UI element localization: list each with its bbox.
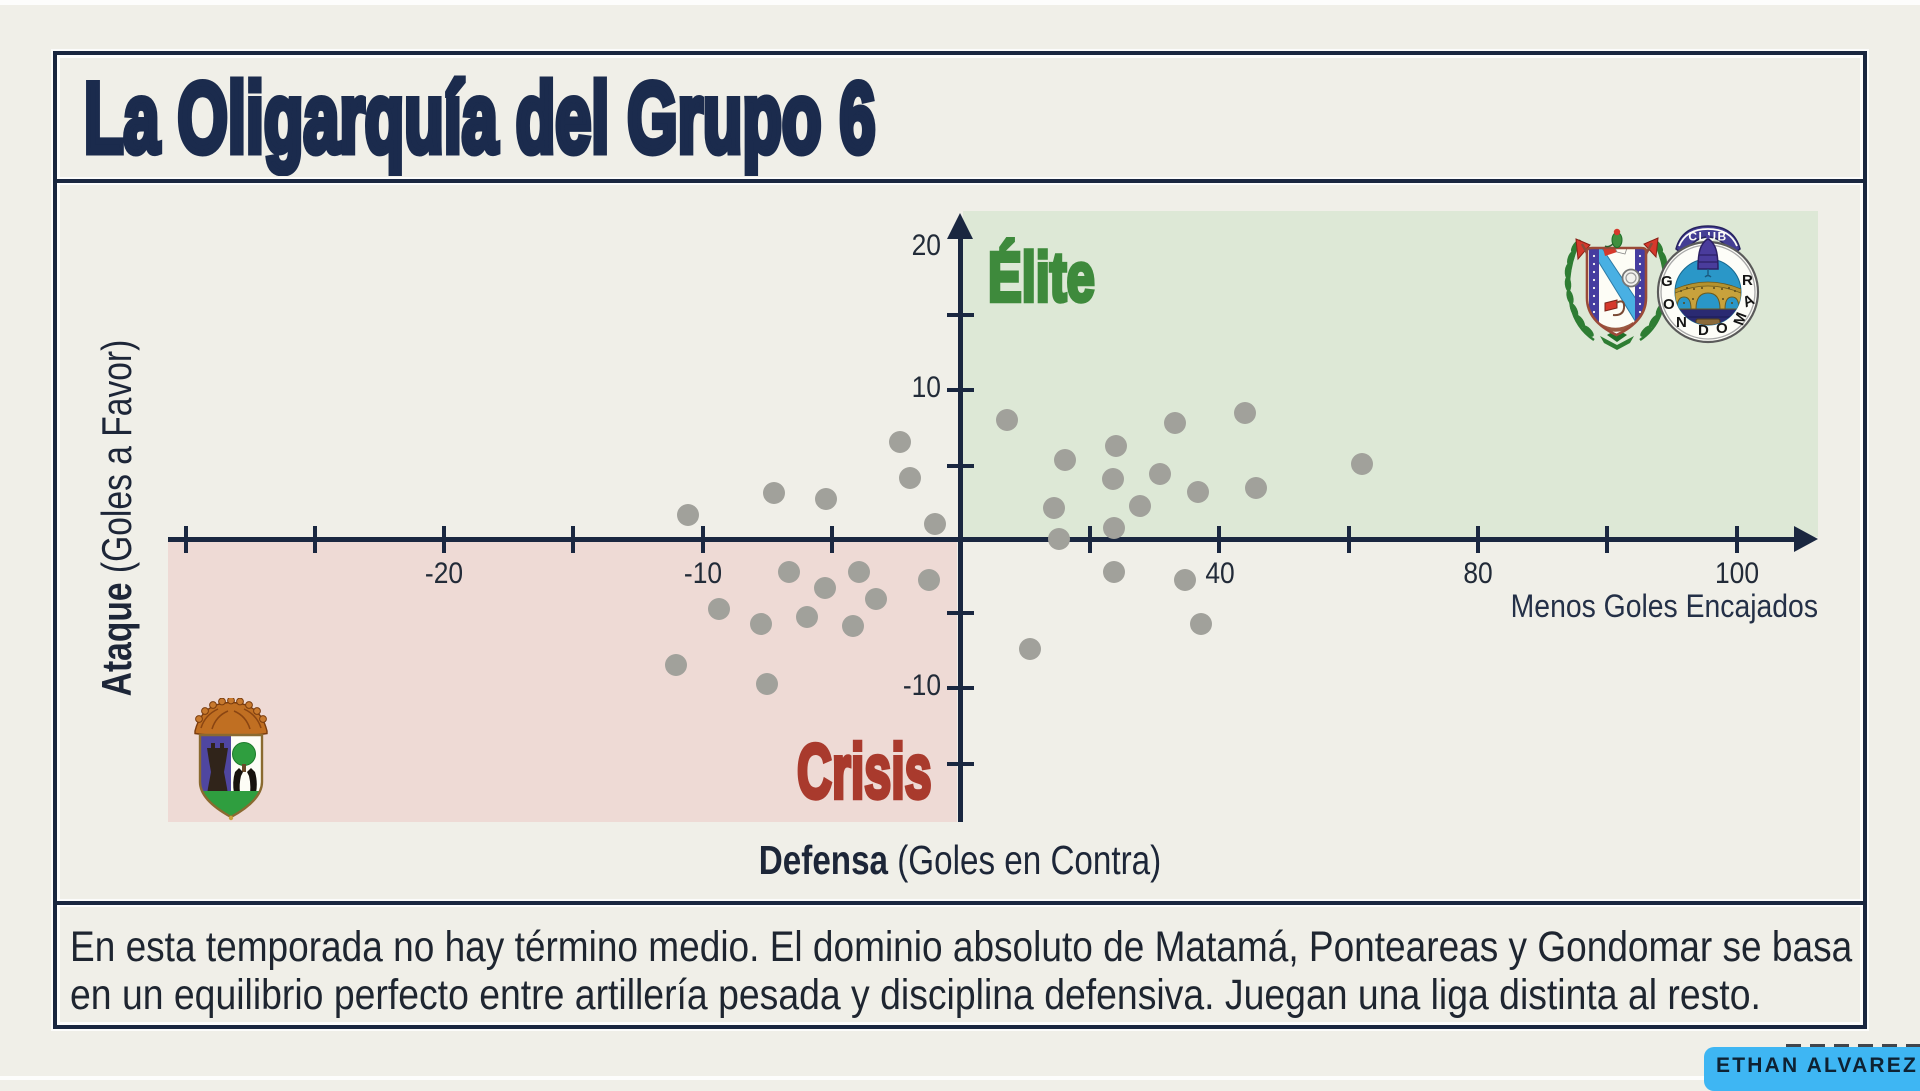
svg-text:M: M (1730, 310, 1750, 328)
svg-text:R: R (1742, 272, 1753, 289)
svg-text:G: G (1661, 273, 1673, 290)
svg-text:O: O (1663, 296, 1675, 313)
svg-text:N: N (1676, 314, 1687, 331)
svg-text:O: O (1716, 320, 1728, 337)
svg-text:D: D (1698, 322, 1709, 339)
